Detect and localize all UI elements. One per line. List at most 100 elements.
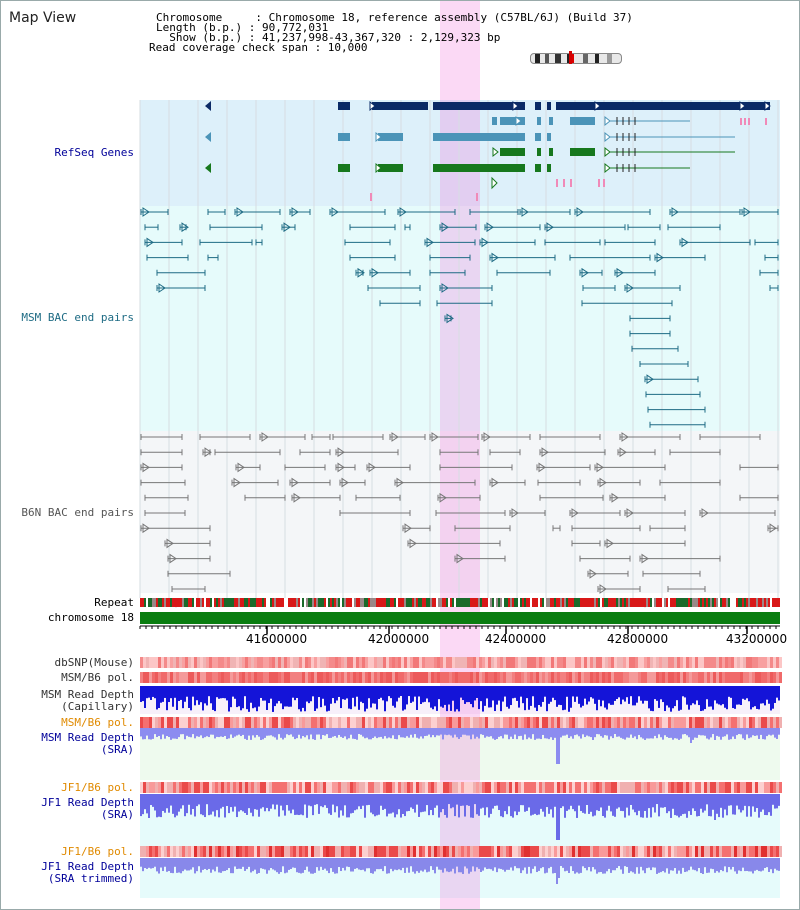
depth-bar <box>676 686 678 701</box>
depth-bar <box>428 686 430 703</box>
heat-cell <box>722 672 725 683</box>
msm-bac-label[interactable]: MSM BAC end pairs <box>21 311 134 324</box>
dbsnp-label[interactable]: dbSNP(Mouse) <box>54 656 134 669</box>
heat-cell <box>692 657 695 668</box>
depth-bar <box>740 858 742 872</box>
depth-bar <box>626 858 628 867</box>
heat-cell <box>719 672 722 683</box>
depth-bar <box>308 728 310 740</box>
depth-bar <box>180 794 182 809</box>
depth-bar <box>748 728 750 739</box>
depth-bar <box>772 686 774 709</box>
depth-bar <box>170 728 172 740</box>
depth-bar <box>488 858 490 869</box>
depth-bar <box>280 728 282 738</box>
repeat-element <box>756 598 758 607</box>
heat-cell <box>455 717 458 728</box>
heat-cell <box>308 672 311 683</box>
selected-region-highlight[interactable] <box>440 0 480 910</box>
depth-bar <box>272 728 274 737</box>
depth-bar <box>738 728 740 735</box>
msm-b6-pol-label[interactable]: MSM/B6 pol. <box>61 671 134 684</box>
heat-cell <box>362 782 365 793</box>
jf1-b6-pol-label[interactable]: JF1/B6 pol. <box>61 781 134 794</box>
heat-cell <box>575 782 578 793</box>
depth-bar <box>646 728 648 739</box>
heat-cell <box>440 717 443 728</box>
repeat-element <box>584 598 586 607</box>
repeat-element <box>468 598 470 607</box>
heat-cell <box>572 846 575 857</box>
heat-cell <box>569 657 572 668</box>
depth-bar <box>206 728 208 737</box>
depth-bar <box>206 858 208 871</box>
repeat-element <box>322 598 324 607</box>
depth-bar <box>380 858 382 869</box>
heat-cell <box>575 672 578 683</box>
depth-bar <box>212 728 214 735</box>
depth-bar <box>386 858 388 874</box>
heat-cell <box>521 846 524 857</box>
msm-capillary-depth-label[interactable]: MSM Read Depth (Capillary) <box>41 688 134 713</box>
heat-cell <box>716 672 719 683</box>
heat-cell <box>335 782 338 793</box>
depth-bar <box>736 858 738 874</box>
heat-cell <box>488 657 491 668</box>
jf1-sra-depth-label[interactable]: JF1 Read Depth (SRA) <box>41 796 134 821</box>
depth-bar <box>406 794 408 812</box>
heat-cell <box>458 672 461 683</box>
heat-cell <box>641 717 644 728</box>
heat-cell <box>725 782 728 793</box>
depth-bar <box>670 686 672 712</box>
repeat-element <box>722 598 724 607</box>
heat-cell <box>314 782 317 793</box>
depth-bar <box>226 794 228 806</box>
depth-bar <box>292 686 294 698</box>
depth-bar <box>508 858 510 870</box>
heat-cell <box>374 657 377 668</box>
depth-bar <box>474 728 476 739</box>
repeat-element <box>408 598 410 607</box>
depth-bar <box>552 686 554 698</box>
depth-bar <box>332 858 334 872</box>
heat-cell <box>590 782 593 793</box>
depth-bar <box>450 728 452 736</box>
jf1-trim-depth-label[interactable]: JF1 Read Depth (SRA trimmed) <box>41 860 134 885</box>
msm-b6-pol-label-2[interactable]: MSM/B6 pol. <box>61 716 134 729</box>
heat-cell <box>740 717 743 728</box>
repeat-element <box>488 598 490 607</box>
refseq-label[interactable]: RefSeq Genes <box>54 146 134 159</box>
heat-cell <box>299 657 302 668</box>
heat-cell <box>602 672 605 683</box>
b6n-bac-label[interactable]: B6N BAC end pairs <box>21 506 134 519</box>
heat-cell <box>764 846 767 857</box>
bac-arrow <box>599 477 607 488</box>
depth-bar <box>374 858 376 872</box>
depth-bar <box>460 794 462 806</box>
repeat-element <box>228 598 230 607</box>
msm-sra-depth-label[interactable]: MSM Read Depth (SRA) <box>41 731 134 756</box>
depth-bar <box>370 728 372 740</box>
heat-cell <box>452 672 455 683</box>
axis-tick-label: 42400000 <box>485 632 547 646</box>
repeat-element <box>720 598 722 607</box>
depth-bar <box>664 858 666 873</box>
depth-bar <box>376 794 378 816</box>
gene-exon <box>570 148 595 156</box>
heat-cell <box>662 717 665 728</box>
depth-bar <box>742 728 744 739</box>
heat-cell <box>170 846 173 857</box>
depth-bar <box>398 794 400 810</box>
depth-bar <box>688 728 690 738</box>
jf1-b6-pol-label-2[interactable]: JF1/B6 pol. <box>61 845 134 858</box>
depth-bar <box>266 794 268 808</box>
depth-bar <box>150 858 152 869</box>
heat-cell <box>365 672 368 683</box>
depth-bar <box>326 794 328 808</box>
heat-cell <box>212 657 215 668</box>
depth-bar <box>656 858 658 874</box>
depth-bar <box>516 728 518 740</box>
heat-cell <box>362 657 365 668</box>
depth-bar <box>646 794 648 818</box>
